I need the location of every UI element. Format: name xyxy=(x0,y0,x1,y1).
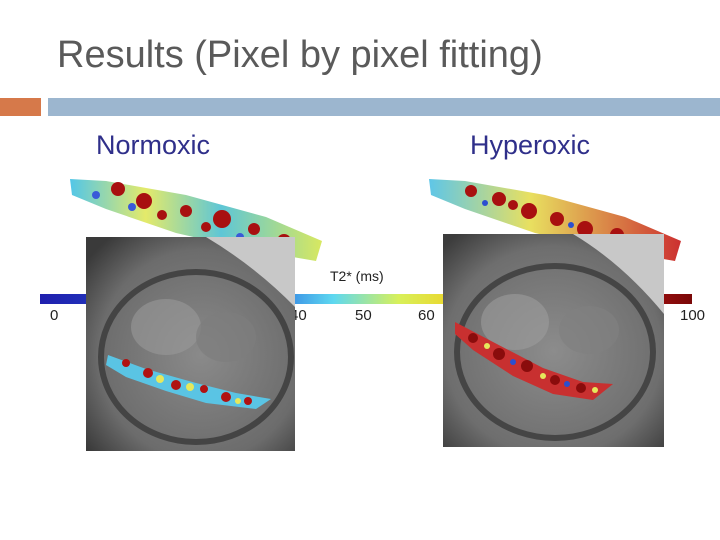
label-hyperoxic: Hyperoxic xyxy=(470,130,591,160)
tick-50: 50 xyxy=(355,307,372,324)
hyperoxic-mri-image xyxy=(443,234,664,447)
slide-title: Results (Pixel by pixel fitting) xyxy=(57,34,543,76)
normoxic-mri-image xyxy=(86,237,295,451)
tick-60: 60 xyxy=(418,307,435,324)
colorbar xyxy=(40,294,692,304)
title-accent-bar-orange xyxy=(0,98,41,116)
title-accent-bar-blue xyxy=(48,98,720,116)
tick-100: 100 xyxy=(680,307,706,324)
label-normoxic: Normoxic xyxy=(96,130,211,160)
colorbar-title: T2* (ms) xyxy=(330,268,384,284)
tick-0: 0 xyxy=(50,307,59,324)
